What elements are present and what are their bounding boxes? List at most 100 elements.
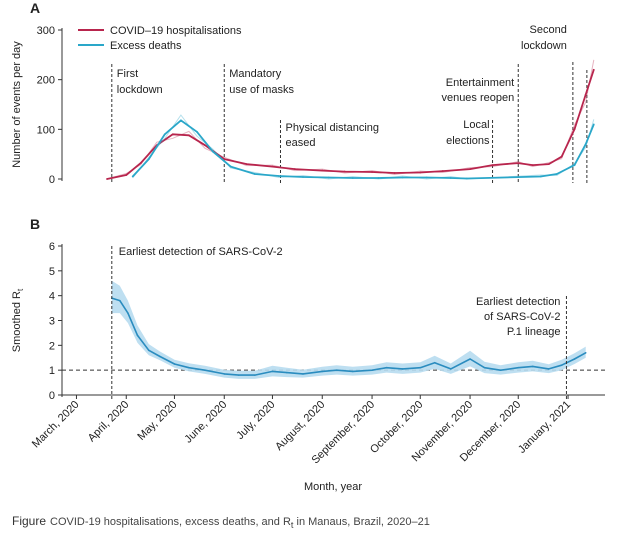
panel-a-series-point (592, 68, 595, 71)
panel-a-event-label: Physical distancing (285, 122, 379, 134)
panel-b-series-point (253, 374, 256, 376)
panel-a-series-point (204, 144, 206, 147)
panel-a-series-point (517, 162, 520, 165)
panel-a-series-point (321, 169, 324, 172)
caption-subscript: t (290, 520, 294, 531)
panel-b-series-point (531, 365, 534, 368)
panel-b-series-point (547, 368, 550, 370)
caption-text-after: in Manaus, Brazil, 2020–21 (293, 516, 430, 528)
panel-b-series-point (204, 369, 206, 371)
panel-a-series-point (271, 165, 274, 168)
panel-a-series-raw-line (106, 59, 595, 180)
panel-a-event-label: use of masks (229, 84, 294, 96)
x-axis-months: March, 2020 April, 2020 May, 2020 June, 202… (30, 395, 573, 493)
panel-b-y-tick-label: 4 (49, 291, 55, 303)
panel-b-series-point (433, 361, 436, 364)
panel-b-y-tick-label: 6 (49, 241, 55, 253)
panel-b-y-axis-label-subscript: t (16, 288, 25, 291)
panel-a-series-line (132, 119, 595, 180)
panel-a-series-point (555, 173, 558, 175)
panel-b-event-label: Earliest detection of SARS-CoV-2 (119, 246, 283, 258)
panel-a-series-point (393, 172, 396, 174)
panel-a-event-label: Local (463, 119, 489, 131)
x-tick-label: May, 2020 (135, 399, 179, 443)
panel-b-series-point (469, 358, 471, 360)
panel-b-y-tick-label: 1 (49, 365, 55, 377)
panel-b-smoothed-rt: B 0 1 2 3 4 5 6 Smoothed Rt Earliest detection of… (11, 216, 605, 402)
panel-a-series-point (573, 128, 576, 131)
panel-a-series-point (106, 178, 108, 180)
panel-a-series-point (592, 123, 595, 126)
panel-a-event-label: venues reopen (441, 92, 514, 104)
panel-b-series-point (385, 366, 388, 369)
panel-b-series-point (127, 312, 129, 314)
x-axis-label: Month, year (304, 481, 362, 493)
panel-a-series-point (425, 176, 428, 179)
panel-a-event-label: elections (446, 135, 490, 147)
panel-a-series-point (539, 175, 542, 178)
panel-a-series-point (377, 177, 380, 179)
panel-a-series-point (584, 143, 587, 146)
panel-a-series-line (106, 69, 595, 180)
panel-a-label: A (30, 0, 40, 16)
panel-a-event-label: lockdown (521, 40, 567, 52)
panel-a-series-point (188, 134, 190, 137)
panel-b-series-point (286, 371, 288, 374)
panel-a-series-point (441, 170, 444, 172)
panel-b-series-point (147, 349, 150, 352)
panel-a-y-axis-label: Number of events per day (11, 41, 23, 168)
panel-b-series-point (419, 366, 422, 369)
panel-a-series-point (229, 165, 232, 168)
caption-figure-word: Figure (12, 514, 47, 528)
x-tick-label: March, 2020 (30, 399, 82, 451)
panel-a-hospitalisations-excess-deaths: A 0 100 200 300 Number of events per day First… (11, 0, 595, 186)
x-tick-label: June, 2020 (182, 399, 229, 446)
panel-a-event-label: Mandatory (229, 68, 281, 80)
x-tick-label: January, 2021 (516, 399, 573, 456)
x-tick-label: July, 2020 (234, 399, 277, 442)
panel-a-series-point (253, 173, 256, 175)
panel-a-y-tick-label: 0 (49, 174, 55, 186)
panel-a-series-point (465, 177, 468, 180)
panel-a-series-point (560, 155, 563, 158)
panel-b-series-point (223, 373, 226, 375)
panel-b-series-point (136, 334, 139, 337)
panel-a-series-point (327, 176, 330, 179)
panel-a-series-point (351, 177, 354, 179)
panel-b-event-label: of SARS-CoV-2 (484, 311, 560, 323)
panel-b-series-point (335, 369, 338, 371)
panel-a-series-point (163, 133, 166, 136)
panel-b-series-point (401, 368, 404, 370)
panel-a-series-point (419, 171, 422, 174)
panel-b-series-point (173, 363, 176, 365)
panel-a-series-point (302, 176, 304, 178)
panel-b-series-point (321, 370, 324, 373)
panel-b-series-point (371, 369, 373, 371)
panel-b-y-axis-label: Smoothed Rt (11, 288, 25, 352)
panel-b-y-axis-label-main: Smoothed R (11, 291, 23, 352)
panel-a-y-tick-label: 200 (37, 75, 55, 87)
panel-b-y-tick-label: 2 (49, 340, 55, 352)
panel-b-label: B (30, 216, 40, 232)
panel-b-series-point (584, 351, 587, 354)
panel-b-series-point (483, 366, 486, 369)
panel-a-series-point (196, 130, 198, 133)
panel-a-series-point (212, 150, 214, 153)
panel-a-series-point (531, 164, 534, 166)
panel-b-ci-band (111, 280, 586, 379)
panel-b-event-label: Earliest detection (476, 296, 560, 308)
panel-a-series-point (131, 175, 134, 178)
panel-a-event-label: eased (285, 137, 315, 149)
panel-a-series-point (401, 176, 404, 179)
panel-b-y-tick-label: 3 (49, 316, 55, 328)
panel-a-event-label: lockdown (117, 84, 163, 96)
panel-a-series-point (449, 177, 452, 179)
panel-a-series-point (573, 164, 576, 166)
panel-a-series-point (223, 158, 226, 161)
panel-b-series-point (119, 299, 121, 302)
panel-b-y-tick-label: 5 (49, 266, 55, 278)
x-tick-label: August, 2020 (273, 399, 327, 453)
panel-a-series-point (294, 168, 296, 170)
panel-a-y-tick-label: 100 (37, 124, 55, 136)
